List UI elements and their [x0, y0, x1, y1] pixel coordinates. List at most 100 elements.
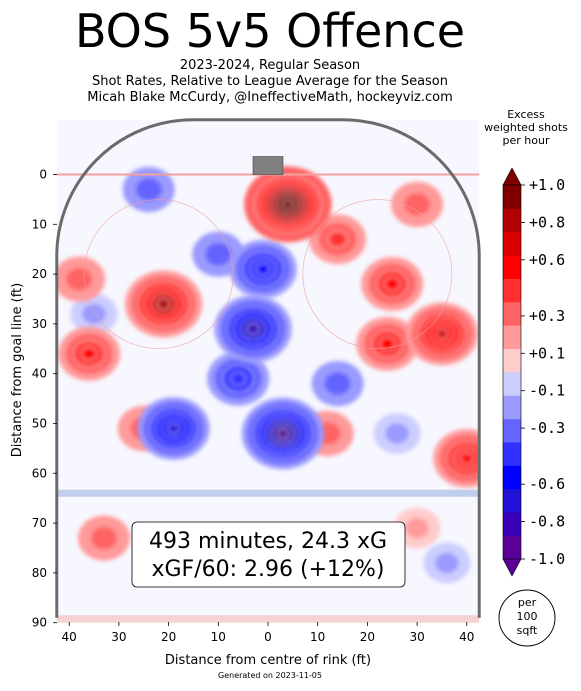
- heat-contour: [282, 199, 294, 210]
- y-tick-label: 10: [32, 217, 47, 231]
- legend-title-line-1: Excess: [507, 108, 545, 121]
- faceoff-circle-left: [83, 199, 234, 350]
- colorbar-tick-label: -0.6: [529, 475, 565, 493]
- colorbar-tick-label: -0.3: [529, 419, 565, 437]
- rink-boards: [55, 118, 481, 618]
- y-tick-label: 20: [32, 267, 47, 281]
- colorbar-segment: [503, 301, 521, 326]
- heat-spot: [229, 239, 297, 299]
- heat-contour: [435, 552, 459, 574]
- colorbar-tick-label: +0.3: [529, 307, 565, 325]
- heat-spot: [78, 515, 130, 561]
- heat-spot: [124, 270, 203, 338]
- per-area-badge: per 100 sqft: [498, 589, 556, 647]
- heat-spot: [137, 397, 210, 460]
- y-axis-title: Distance from goal line (ft): [10, 283, 25, 457]
- heat-contour: [66, 267, 93, 291]
- heat-spot: [309, 214, 367, 265]
- heat-spot: [373, 413, 421, 454]
- axes: 40 30 20 10 0 10 20 30 40 0 10 20 30 40 50 60 70 80 90: [32, 168, 475, 645]
- colorbar-segment: [503, 418, 521, 443]
- heat-contour: [404, 193, 431, 216]
- heat-spot: [56, 256, 106, 302]
- x-tick-label: 20: [360, 630, 375, 644]
- heat-spot: [122, 166, 175, 213]
- heat-contour: [205, 242, 232, 266]
- heat-contour: [230, 371, 247, 386]
- x-axis-title: Distance from centre of rink (ft): [165, 653, 371, 668]
- heat-contour: [82, 303, 106, 325]
- per-area-line-2: 100: [517, 610, 538, 623]
- x-tick-label: 20: [161, 630, 176, 644]
- heat-spot: [70, 293, 118, 335]
- x-tick-label: 30: [111, 630, 126, 644]
- colorbar-segment: [503, 325, 521, 350]
- colorbar-tick-label: +0.6: [529, 251, 565, 269]
- colorbar-frame: [502, 184, 522, 560]
- colorbar-extend-min: [502, 558, 522, 577]
- subtitle-season: 2023-2024, Regular Season: [179, 58, 361, 73]
- per-area-line-3: sqft: [517, 624, 538, 637]
- colorbar-segment: [503, 395, 521, 420]
- goal-net: [252, 156, 284, 175]
- heat-contour: [276, 427, 290, 439]
- subtitle-description: Shot Rates, Relative to League Average f…: [91, 74, 449, 89]
- colorbar-segment: [503, 255, 521, 279]
- y-tick-label: 90: [32, 616, 47, 630]
- heat-contour: [435, 328, 449, 340]
- centre-line: [56, 615, 480, 623]
- x-tick-label: 40: [62, 630, 77, 644]
- heat-spot: [423, 542, 471, 584]
- summary-minutes-xg: 493 minutes, 24.3 xG: [149, 529, 387, 554]
- heat-spot: [405, 302, 479, 366]
- x-tick-label: 10: [310, 630, 325, 644]
- heat-contour: [324, 372, 351, 395]
- colorbar-tick-label: +0.1: [529, 344, 565, 362]
- heat-spot: [391, 181, 444, 227]
- colorbar-tick-label: +0.8: [529, 213, 565, 231]
- y-tick-label: 60: [32, 466, 47, 480]
- heat-spot: [241, 397, 325, 470]
- heat-spot: [214, 295, 292, 363]
- per-area-circle: [498, 589, 556, 647]
- colorbar-segment: [503, 208, 521, 233]
- heat-contour: [90, 526, 117, 550]
- x-tick-label: 30: [409, 630, 424, 644]
- heat-contour: [135, 178, 162, 201]
- legend-title-line-2: weighted shots: [484, 121, 568, 134]
- colorbar-tick-label: -0.8: [529, 513, 565, 531]
- colorbar-segment: [503, 185, 521, 209]
- heat-contour: [255, 262, 271, 276]
- heat-contour: [246, 322, 260, 335]
- per-area-line-1: per: [518, 596, 537, 609]
- heat-contour: [80, 346, 98, 361]
- legend-title: Excess weighted shots per hour: [474, 108, 578, 147]
- heat-spot: [244, 166, 332, 243]
- colorbar-segment: [503, 372, 521, 396]
- y-tick-label: 30: [32, 317, 47, 331]
- colorbar-extend-max: [502, 167, 522, 186]
- generated-note: Generated on 2023-11-05: [218, 671, 322, 680]
- y-tick-label: 40: [32, 367, 47, 381]
- colorbar-segment: [503, 512, 521, 537]
- x-tick-label: 0: [264, 630, 272, 644]
- colorbar-tick-label: -1.0: [529, 550, 565, 568]
- heat-spot: [311, 361, 364, 407]
- colorbar-segment: [503, 535, 521, 560]
- heat-spot: [356, 316, 419, 371]
- heat-contour: [384, 276, 401, 292]
- colorbar-segment: [503, 348, 521, 373]
- colorbar-segment: [503, 465, 521, 490]
- heat-contour: [385, 423, 409, 444]
- x-tick-label: 10: [211, 630, 226, 644]
- heat-spot: [207, 351, 270, 406]
- heat-spot: [58, 326, 121, 381]
- heat-contour: [459, 452, 474, 465]
- legend-title-line-3: per hour: [502, 134, 550, 147]
- blue-line: [56, 489, 480, 497]
- y-tick-label: 0: [39, 168, 47, 182]
- colorbar: +1.0 +0.8 +0.6 +0.3 +0.1 -0.1 -0.3 -0.6 -0.8 -1.0: [502, 167, 565, 577]
- heat-contour: [327, 230, 348, 248]
- colorbar-segment: [503, 442, 521, 466]
